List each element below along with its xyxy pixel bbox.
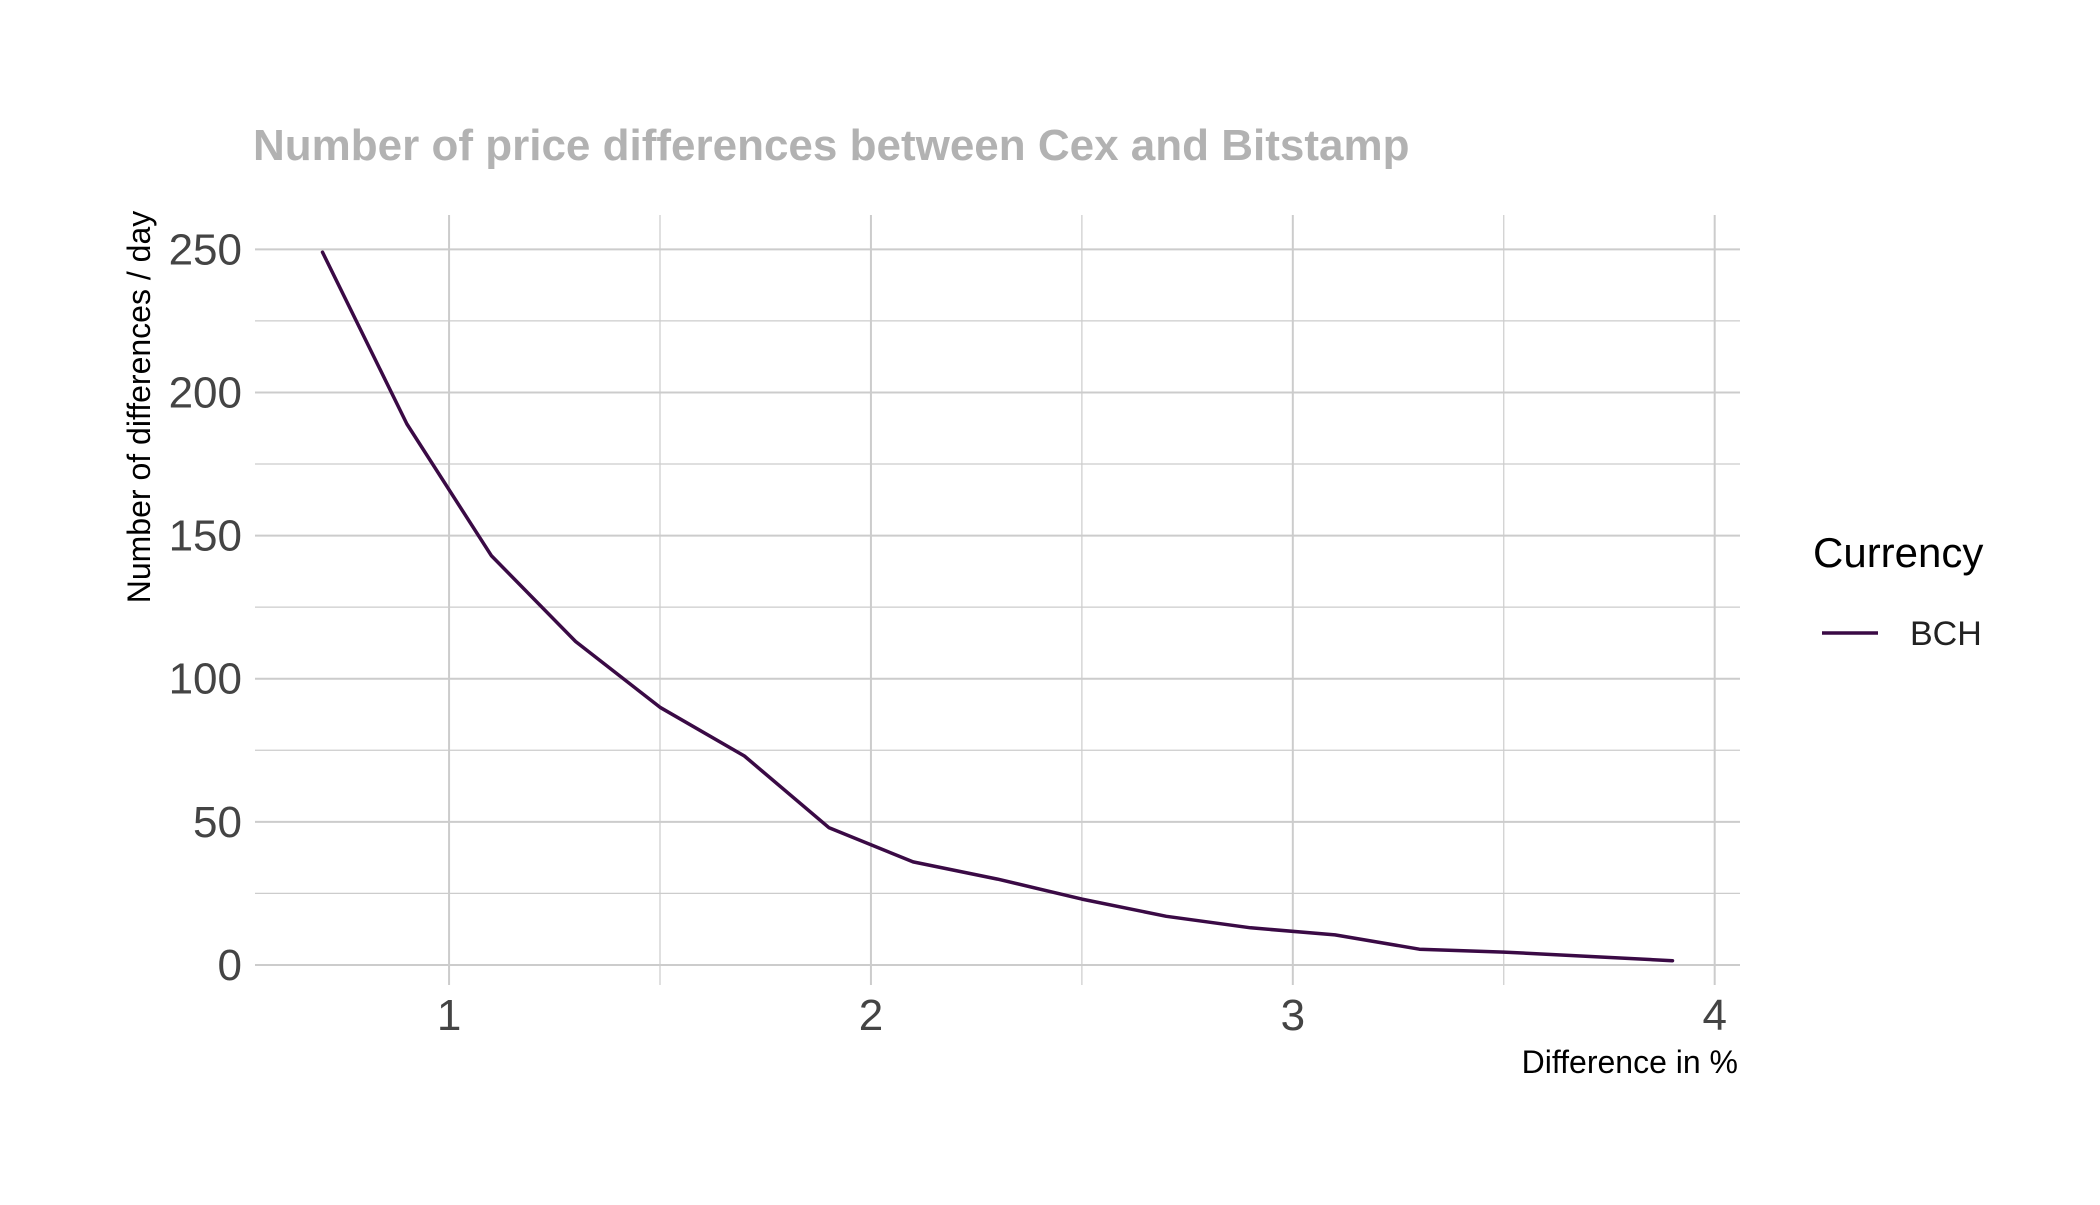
y-axis-title: Number of differences / day (121, 211, 157, 604)
x-tick-label: 2 (859, 991, 883, 1040)
legend-label: BCH (1910, 615, 1982, 653)
grid-lines (255, 215, 1740, 985)
legend-items: BCH (1822, 615, 1982, 653)
x-tick-label: 3 (1281, 991, 1305, 1040)
x-tick-label: 4 (1702, 991, 1726, 1040)
series-lines (320, 250, 1675, 963)
y-tick-label: 50 (193, 798, 242, 847)
y-tick-label: 250 (169, 225, 242, 274)
tick-labels: 1 2 3 4 0 50 100 150 200 250 (169, 225, 1727, 1040)
legend-title: Currency (1813, 529, 1983, 576)
y-tick-label: 100 (169, 655, 242, 704)
series-line-bch (320, 250, 1675, 963)
y-tick-label: 150 (169, 512, 242, 561)
y-tick-label: 0 (218, 941, 242, 990)
legend: Currency BCH (1813, 529, 1983, 653)
x-axis-title: Difference in % (1522, 1044, 1738, 1080)
x-tick-label: 1 (437, 991, 461, 1040)
y-tick-label: 200 (169, 368, 242, 417)
chart-title: Number of price differences between Cex … (253, 121, 1410, 170)
